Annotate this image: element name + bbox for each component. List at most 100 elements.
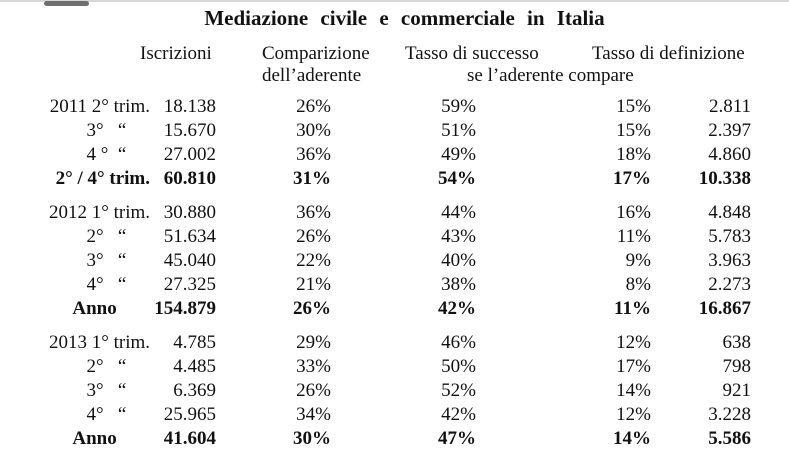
cell-definizione-n: 5.783 bbox=[708, 226, 751, 247]
cell-definizione-n: 4.848 bbox=[708, 202, 751, 223]
table-body: 2011 2° trim. 18.138 26% 59% 15% 2.811 3… bbox=[0, 95, 751, 461]
column-header-definizione: Tasso di definizione bbox=[592, 43, 745, 64]
cell-iscrizioni: 18.138 bbox=[163, 96, 216, 117]
year-block: 2012 1° trim. 30.880 36% 44% 16% 4.848 2… bbox=[0, 201, 751, 321]
cell-comparizione: 36% bbox=[296, 202, 331, 223]
cell-iscrizioni: 6.369 bbox=[173, 380, 216, 401]
cell-definizione-n: 2.811 bbox=[708, 96, 751, 117]
table-row: 4° “ 25.965 34% 42% 12% 3.228 bbox=[0, 403, 751, 427]
cell-iscrizioni: 154.879 bbox=[154, 298, 216, 319]
cell-iscrizioni: 45.040 bbox=[163, 250, 216, 271]
cell-comparizione: 31% bbox=[293, 168, 331, 189]
cell-definizione-pct: 17% bbox=[616, 356, 651, 377]
row-label: 2012 1° trim. bbox=[48, 202, 150, 223]
cell-definizione-n: 5.586 bbox=[708, 428, 751, 449]
table-row: 2° “ 51.634 26% 43% 11% 5.783 bbox=[0, 225, 751, 249]
cell-definizione-pct: 12% bbox=[616, 332, 651, 353]
cell-definizione-n: 3.963 bbox=[708, 250, 751, 271]
cell-definizione-n: 10.338 bbox=[698, 168, 751, 189]
cell-iscrizioni: 4.785 bbox=[173, 332, 216, 353]
cell-successo: 44% bbox=[441, 202, 476, 223]
cell-iscrizioni: 41.604 bbox=[163, 428, 216, 449]
cell-definizione-n: 4.860 bbox=[708, 144, 751, 165]
row-label: 2° “ bbox=[86, 226, 150, 247]
cell-iscrizioni: 27.325 bbox=[163, 274, 216, 295]
cell-definizione-pct: 8% bbox=[625, 274, 651, 295]
table-row: 2011 2° trim. 18.138 26% 59% 15% 2.811 bbox=[0, 95, 751, 119]
table-row: 4 ° “ 27.002 36% 49% 18% 4.860 bbox=[0, 143, 751, 167]
row-label: 3° “ bbox=[86, 380, 150, 401]
cell-successo: 59% bbox=[441, 96, 476, 117]
cell-comparizione: 22% bbox=[296, 250, 331, 271]
row-label: 2° “ bbox=[86, 356, 150, 377]
page-title: Mediazione civile e commerciale in Itali… bbox=[204, 6, 605, 30]
column-header-comparizione-line2: dell’aderente bbox=[262, 65, 362, 86]
row-label: 3° “ bbox=[86, 250, 150, 271]
cell-definizione-n: 16.867 bbox=[698, 298, 751, 319]
cell-comparizione: 34% bbox=[296, 404, 331, 425]
column-header-successo-line1: Tasso di successo bbox=[405, 43, 539, 64]
row-label: 4 ° “ bbox=[86, 144, 150, 165]
table-row: Anno 41.604 30% 47% 14% 5.586 bbox=[0, 427, 751, 451]
table-row: 3° “ 15.670 30% 51% 15% 2.397 bbox=[0, 119, 751, 143]
cell-successo: 43% bbox=[441, 226, 476, 247]
cell-iscrizioni: 30.880 bbox=[163, 202, 216, 223]
cell-comparizione: 36% bbox=[296, 144, 331, 165]
cell-definizione-pct: 11% bbox=[616, 226, 651, 247]
cell-definizione-pct: 11% bbox=[614, 298, 651, 319]
cell-comparizione: 26% bbox=[296, 96, 331, 117]
cell-definizione-n: 798 bbox=[722, 356, 752, 377]
cell-iscrizioni: 60.810 bbox=[163, 168, 216, 189]
row-label: 2011 2° trim. bbox=[49, 96, 150, 117]
cell-iscrizioni: 15.670 bbox=[163, 120, 216, 141]
table-row: 2013 1° trim. 4.785 29% 46% 12% 638 bbox=[0, 331, 751, 355]
table-row: 4° “ 27.325 21% 38% 8% 2.273 bbox=[0, 273, 751, 297]
cell-iscrizioni: 27.002 bbox=[163, 144, 216, 165]
column-header-comparizione-line1: Comparizione bbox=[262, 43, 370, 64]
cell-successo: 54% bbox=[438, 168, 476, 189]
row-label: 3° “ bbox=[86, 120, 150, 141]
cell-definizione-pct: 15% bbox=[616, 96, 651, 117]
row-label: 2° / 4° trim. bbox=[55, 168, 150, 189]
cell-comparizione: 26% bbox=[296, 226, 331, 247]
cell-comparizione: 21% bbox=[296, 274, 331, 295]
cell-definizione-n: 921 bbox=[722, 380, 752, 401]
cell-definizione-pct: 18% bbox=[616, 144, 651, 165]
cell-successo: 42% bbox=[438, 298, 476, 319]
cell-successo: 40% bbox=[441, 250, 476, 271]
cell-successo: 52% bbox=[441, 380, 476, 401]
table-row: 3° “ 6.369 26% 52% 14% 921 bbox=[0, 379, 751, 403]
cell-definizione-pct: 9% bbox=[625, 250, 651, 271]
cell-successo: 50% bbox=[441, 356, 476, 377]
table-row: Anno 154.879 26% 42% 11% 16.867 bbox=[0, 297, 751, 321]
year-block: 2011 2° trim. 18.138 26% 59% 15% 2.811 3… bbox=[0, 95, 751, 191]
row-label: Anno bbox=[72, 298, 150, 319]
cell-iscrizioni: 51.634 bbox=[163, 226, 216, 247]
cell-comparizione: 29% bbox=[296, 332, 331, 353]
cell-definizione-pct: 14% bbox=[616, 380, 651, 401]
column-header-iscrizioni: Iscrizioni bbox=[140, 43, 212, 64]
cell-definizione-n: 2.273 bbox=[708, 274, 751, 295]
cell-successo: 51% bbox=[441, 120, 476, 141]
cell-successo: 42% bbox=[441, 404, 476, 425]
cell-comparizione: 26% bbox=[296, 380, 331, 401]
cell-definizione-pct: 17% bbox=[613, 168, 651, 189]
cell-definizione-pct: 14% bbox=[613, 428, 651, 449]
cell-successo: 38% bbox=[441, 274, 476, 295]
cell-definizione-n: 638 bbox=[722, 332, 752, 353]
column-header-successo-line2: se l’aderente compare bbox=[467, 65, 634, 86]
table-row: 3° “ 45.040 22% 40% 9% 3.963 bbox=[0, 249, 751, 273]
year-block: 2013 1° trim. 4.785 29% 46% 12% 638 2° “… bbox=[0, 331, 751, 451]
cell-comparizione: 33% bbox=[296, 356, 331, 377]
table-row: 2° / 4° trim. 60.810 31% 54% 17% 10.338 bbox=[0, 167, 751, 191]
row-label: 2013 1° trim. bbox=[48, 332, 150, 353]
cell-comparizione: 30% bbox=[293, 428, 331, 449]
cell-definizione-n: 3.228 bbox=[708, 404, 751, 425]
cell-definizione-pct: 12% bbox=[616, 404, 651, 425]
table-row: 2012 1° trim. 30.880 36% 44% 16% 4.848 bbox=[0, 201, 751, 225]
top-border-line bbox=[0, 0, 789, 2]
row-label: 4° “ bbox=[86, 404, 150, 425]
cell-iscrizioni: 25.965 bbox=[163, 404, 216, 425]
row-label: Anno bbox=[72, 428, 150, 449]
